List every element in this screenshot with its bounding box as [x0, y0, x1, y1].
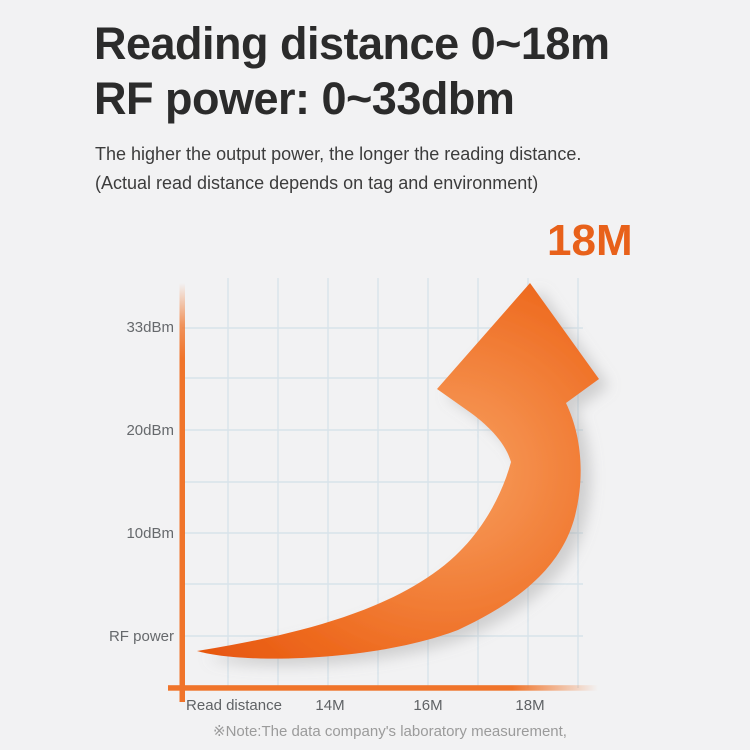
y-tick-20dbm: 20dBm	[126, 422, 174, 439]
x-tick-18m: 18M	[515, 697, 545, 714]
title-line-1: Reading distance 0~18m	[94, 18, 610, 69]
subtitle-line-2: (Actual read distance depends on tag and…	[95, 173, 539, 193]
y-tick-10dbm: 10dBm	[126, 525, 174, 542]
y-axis-title: RF power	[108, 628, 174, 645]
subtitle-line-1: The higher the output power, the longer …	[95, 144, 582, 164]
x-axis-line	[168, 685, 598, 691]
x-tick-14m: 14M	[315, 697, 345, 714]
y-tick-33dbm: 33dBm	[126, 319, 174, 336]
growth-arrow	[197, 283, 599, 659]
max-distance-callout: 18M	[547, 216, 633, 265]
footnote: ※Note:The data company's laboratory meas…	[213, 723, 567, 740]
y-axis-line	[179, 283, 185, 702]
title-line-2: RF power: 0~33dbm	[94, 73, 515, 124]
subtitle: The higher the output power, the longer …	[95, 140, 581, 198]
x-axis-title: Read distance	[186, 697, 282, 714]
x-tick-16m: 16M	[413, 697, 443, 714]
page-title: Reading distance 0~18m RF power: 0~33dbm	[94, 16, 610, 126]
